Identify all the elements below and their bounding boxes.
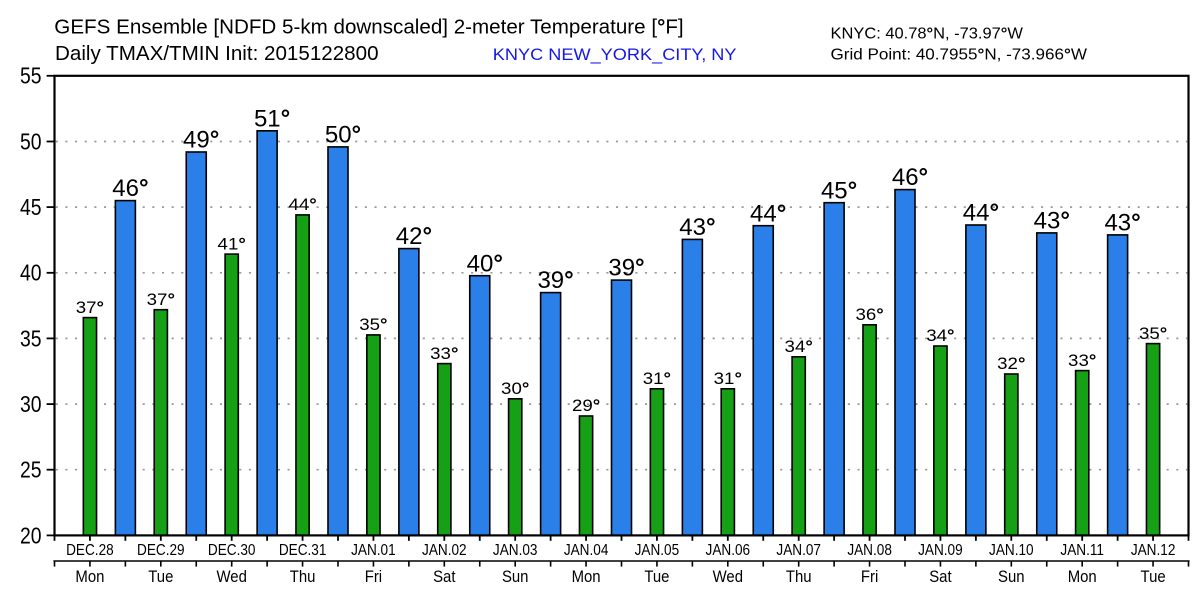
svg-text:50: 50 bbox=[20, 130, 42, 155]
svg-text:Tue: Tue bbox=[148, 568, 173, 586]
svg-text:DEC.30: DEC.30 bbox=[208, 542, 256, 559]
svg-text:Mon: Mon bbox=[1068, 568, 1097, 586]
svg-text:33°: 33° bbox=[430, 344, 458, 363]
svg-text:39°: 39° bbox=[608, 255, 644, 282]
svg-text:Sun: Sun bbox=[502, 568, 529, 586]
svg-text:DEC.28: DEC.28 bbox=[66, 542, 114, 559]
svg-text:JAN.04: JAN.04 bbox=[564, 542, 609, 559]
svg-text:Tue: Tue bbox=[644, 568, 669, 586]
svg-text:44°: 44° bbox=[963, 200, 999, 227]
svg-text:Wed: Wed bbox=[217, 568, 247, 586]
svg-text:30°: 30° bbox=[501, 379, 529, 398]
svg-text:JAN.06: JAN.06 bbox=[706, 542, 751, 559]
svg-text:Sat: Sat bbox=[929, 568, 952, 586]
svg-text:55: 55 bbox=[20, 64, 42, 89]
svg-text:JAN.11: JAN.11 bbox=[1060, 542, 1104, 559]
svg-text:43°: 43° bbox=[1104, 210, 1140, 237]
svg-text:Sat: Sat bbox=[433, 568, 456, 586]
svg-text:40°: 40° bbox=[467, 250, 503, 277]
svg-text:46°: 46° bbox=[112, 175, 148, 202]
svg-text:Grid Point: 40.7955°N, -73.966: Grid Point: 40.7955°N, -73.966°W bbox=[831, 45, 1088, 63]
svg-text:37°: 37° bbox=[147, 290, 175, 309]
svg-text:Mon: Mon bbox=[75, 568, 104, 586]
svg-text:JAN.05: JAN.05 bbox=[635, 542, 680, 559]
svg-text:50°: 50° bbox=[325, 122, 361, 149]
svg-text:JAN.07: JAN.07 bbox=[776, 542, 821, 559]
svg-text:JAN.03: JAN.03 bbox=[493, 542, 538, 559]
svg-text:Mon: Mon bbox=[572, 568, 601, 586]
svg-text:44°: 44° bbox=[288, 195, 316, 214]
svg-text:32°: 32° bbox=[997, 354, 1025, 373]
svg-text:Daily TMAX/TMIN Init: 20151228: Daily TMAX/TMIN Init: 2015122800 bbox=[55, 42, 379, 65]
svg-text:34°: 34° bbox=[785, 337, 813, 356]
svg-text:KNYC NEW_YORK_CITY, NY: KNYC NEW_YORK_CITY, NY bbox=[493, 45, 737, 65]
svg-text:34°: 34° bbox=[926, 326, 954, 345]
svg-text:JAN.10: JAN.10 bbox=[989, 542, 1034, 559]
svg-text:35°: 35° bbox=[1139, 324, 1167, 343]
svg-text:45: 45 bbox=[20, 196, 42, 221]
svg-text:Fri: Fri bbox=[365, 568, 382, 586]
svg-text:31°: 31° bbox=[714, 369, 742, 388]
svg-text:GEFS Ensemble [NDFD 5-km downs: GEFS Ensemble [NDFD 5-km downscaled] 2-m… bbox=[54, 15, 683, 38]
svg-text:DEC.29: DEC.29 bbox=[137, 542, 185, 559]
svg-text:37°: 37° bbox=[76, 298, 104, 317]
svg-text:DEC.31: DEC.31 bbox=[279, 542, 327, 559]
svg-text:25: 25 bbox=[20, 458, 42, 483]
svg-text:20: 20 bbox=[20, 524, 42, 549]
svg-text:35: 35 bbox=[20, 327, 42, 352]
svg-text:JAN.08: JAN.08 bbox=[847, 542, 892, 559]
svg-text:41°: 41° bbox=[218, 234, 246, 253]
svg-text:33°: 33° bbox=[1068, 351, 1096, 370]
svg-text:36°: 36° bbox=[855, 305, 883, 324]
svg-text:42°: 42° bbox=[396, 223, 432, 250]
svg-text:49°: 49° bbox=[183, 127, 219, 154]
svg-text:44°: 44° bbox=[750, 200, 786, 227]
svg-text:Thu: Thu bbox=[786, 568, 812, 586]
svg-text:Tue: Tue bbox=[1141, 568, 1166, 586]
svg-text:45°: 45° bbox=[821, 177, 857, 204]
svg-text:43°: 43° bbox=[679, 214, 715, 241]
svg-text:KNYC: 40.78°N, -73.97°W: KNYC: 40.78°N, -73.97°W bbox=[831, 25, 1024, 43]
svg-text:JAN.01: JAN.01 bbox=[351, 542, 396, 559]
svg-text:JAN.09: JAN.09 bbox=[918, 542, 963, 559]
svg-text:30: 30 bbox=[20, 393, 42, 418]
svg-text:39°: 39° bbox=[537, 267, 573, 294]
svg-text:Sun: Sun bbox=[998, 568, 1025, 586]
svg-text:46°: 46° bbox=[892, 164, 928, 191]
svg-text:31°: 31° bbox=[643, 369, 671, 388]
svg-text:Wed: Wed bbox=[713, 568, 743, 586]
svg-text:Thu: Thu bbox=[290, 568, 316, 586]
svg-text:40: 40 bbox=[20, 261, 42, 286]
svg-text:43°: 43° bbox=[1034, 208, 1070, 235]
svg-text:35°: 35° bbox=[359, 315, 387, 334]
svg-text:51°: 51° bbox=[254, 105, 290, 132]
svg-text:29°: 29° bbox=[572, 396, 600, 415]
svg-text:JAN.02: JAN.02 bbox=[422, 542, 467, 559]
svg-text:JAN.12: JAN.12 bbox=[1131, 542, 1176, 559]
svg-text:Fri: Fri bbox=[861, 568, 878, 586]
